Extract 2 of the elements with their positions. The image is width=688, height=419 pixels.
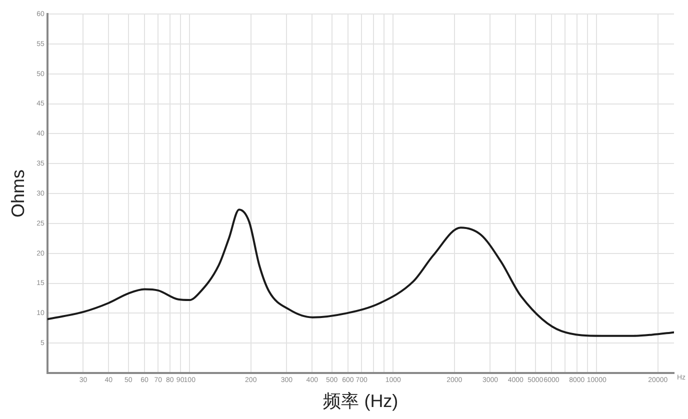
x-axis-title: 频率 (Hz) xyxy=(323,391,398,412)
y-axis-title: Ohms xyxy=(8,169,28,218)
